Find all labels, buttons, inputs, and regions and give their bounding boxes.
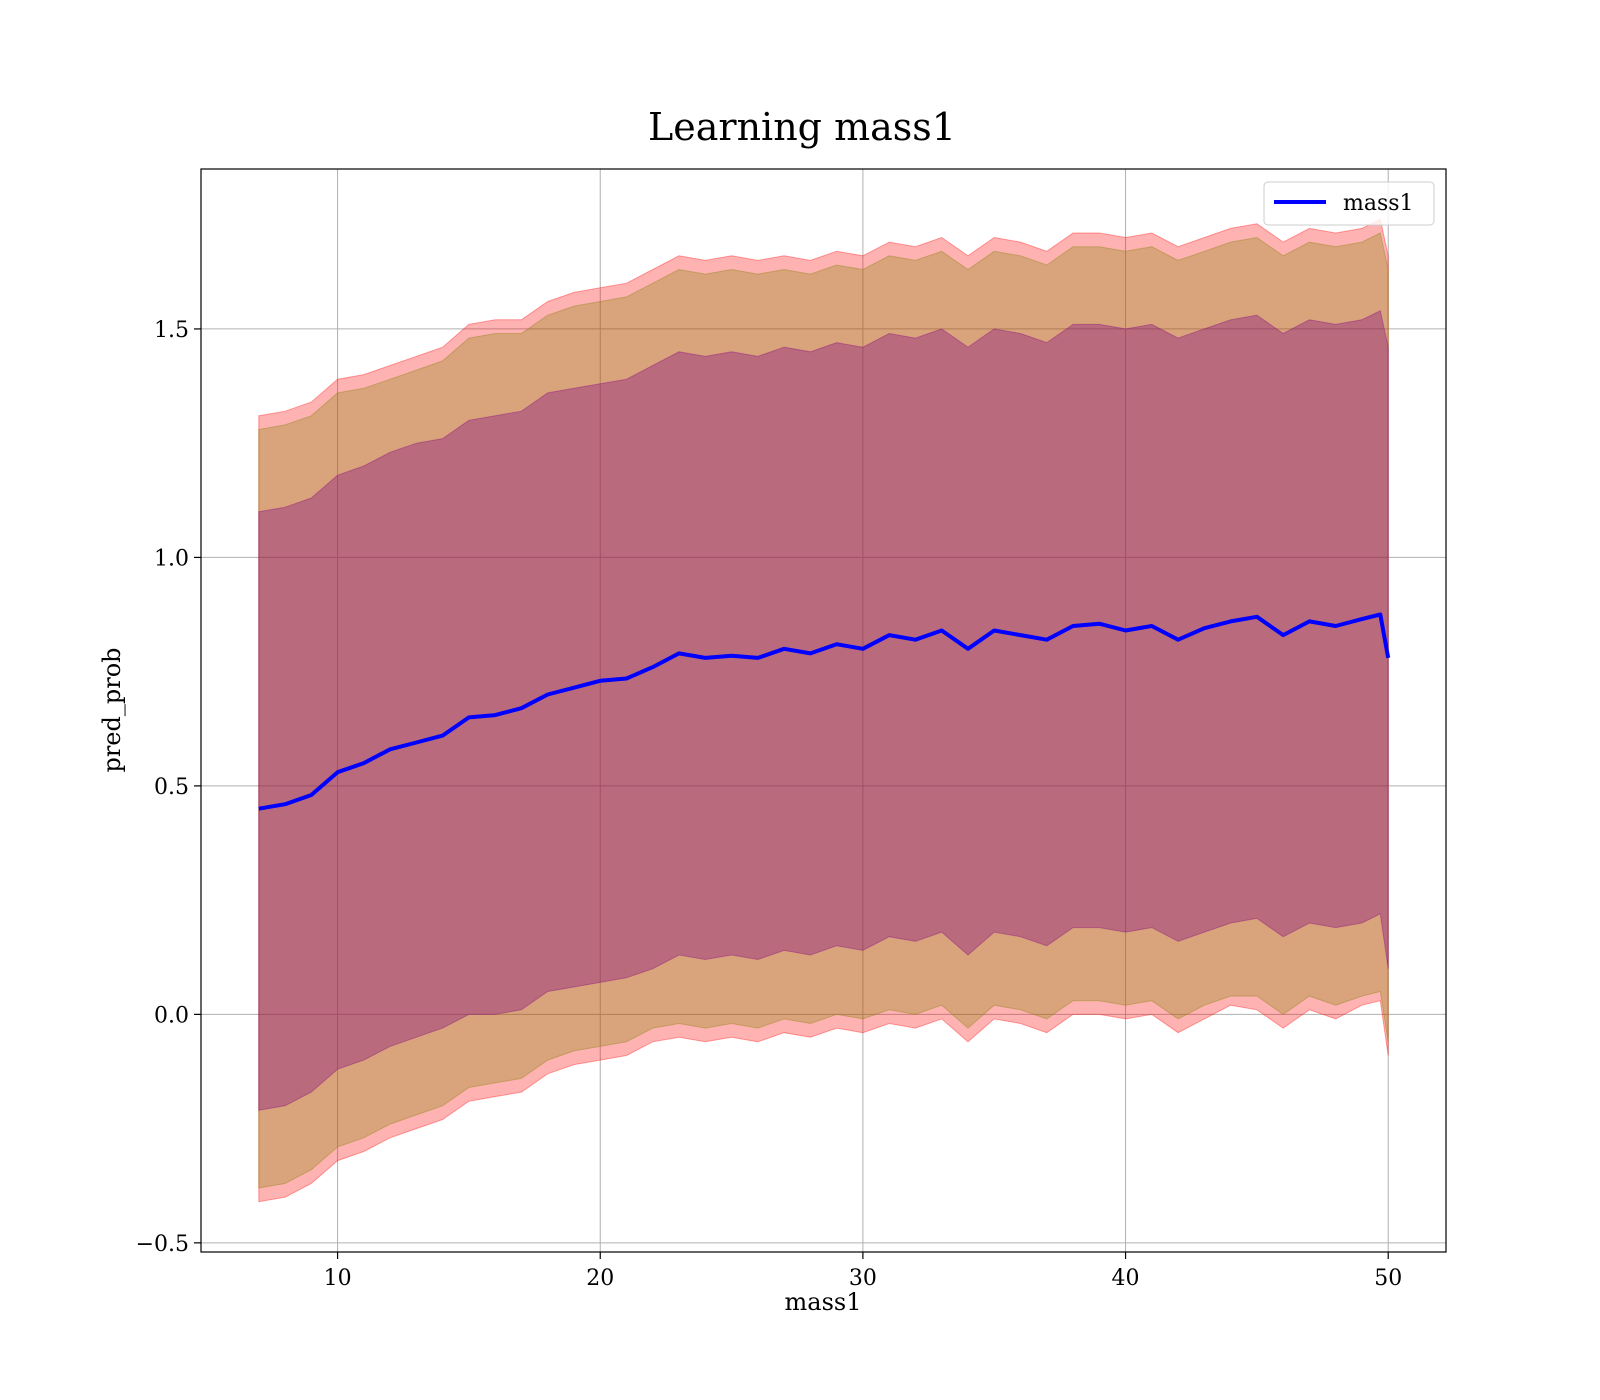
- y-tick-label-3: 1.0: [154, 546, 189, 571]
- series-line-mass1: [258, 612, 1391, 811]
- legend-entry-mass1: mass1: [1343, 191, 1414, 216]
- chart-title: Learning mass1: [648, 105, 956, 149]
- y-tick-label-2: 0.5: [154, 775, 189, 800]
- band-middle: [258, 232, 1389, 1189]
- legend: mass1: [1263, 181, 1435, 226]
- x-axis-label: mass1: [785, 1288, 862, 1316]
- confidence-bands: [258, 218, 1389, 1203]
- plot-area-frame: [200, 168, 1447, 1253]
- x-tick-label-0: 10: [324, 1266, 352, 1291]
- y-tick-label-1: 0.0: [154, 1003, 189, 1028]
- grid: [201, 169, 1446, 1252]
- y-tick-label-0: −0.5: [136, 1232, 189, 1257]
- y-axis-label: pred_prob: [98, 647, 126, 772]
- x-tick-label-4: 50: [1374, 1266, 1402, 1291]
- y-tick-label-4: 1.5: [154, 318, 189, 343]
- x-tick-label-2: 30: [849, 1266, 877, 1291]
- series-lines: [258, 612, 1391, 811]
- x-tick-label-3: 40: [1112, 1266, 1140, 1291]
- axis-ticks: 10 20 30 40 50 −0.5 0.0 0.5 1.0 1.5: [136, 318, 1403, 1291]
- x-tick-label-1: 20: [586, 1266, 614, 1291]
- band-inner: [258, 309, 1389, 1111]
- legend-box: [1263, 181, 1435, 226]
- band-outer: [258, 218, 1389, 1203]
